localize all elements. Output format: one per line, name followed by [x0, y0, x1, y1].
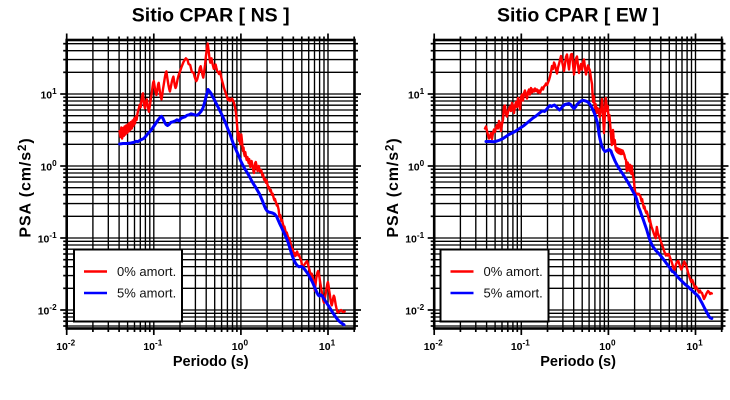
- svg-text:0% amort.: 0% amort.: [117, 264, 176, 279]
- svg-text:PSA (cm/s2): PSA (cm/s2): [385, 137, 403, 237]
- svg-text:Periodo (s): Periodo (s): [540, 354, 616, 370]
- svg-text:5% amort.: 5% amort.: [484, 286, 543, 301]
- svg-text:5% amort.: 5% amort.: [117, 286, 176, 301]
- svg-text:Periodo (s): Periodo (s): [173, 354, 249, 370]
- svg-text:0% amort.: 0% amort.: [484, 264, 543, 279]
- svg-text:Sitio CPAR [ NS ]: Sitio CPAR [ NS ]: [132, 5, 290, 27]
- svg-text:PSA (cm/s2): PSA (cm/s2): [17, 137, 35, 237]
- svg-text:Sitio CPAR [ EW ]: Sitio CPAR [ EW ]: [497, 5, 659, 27]
